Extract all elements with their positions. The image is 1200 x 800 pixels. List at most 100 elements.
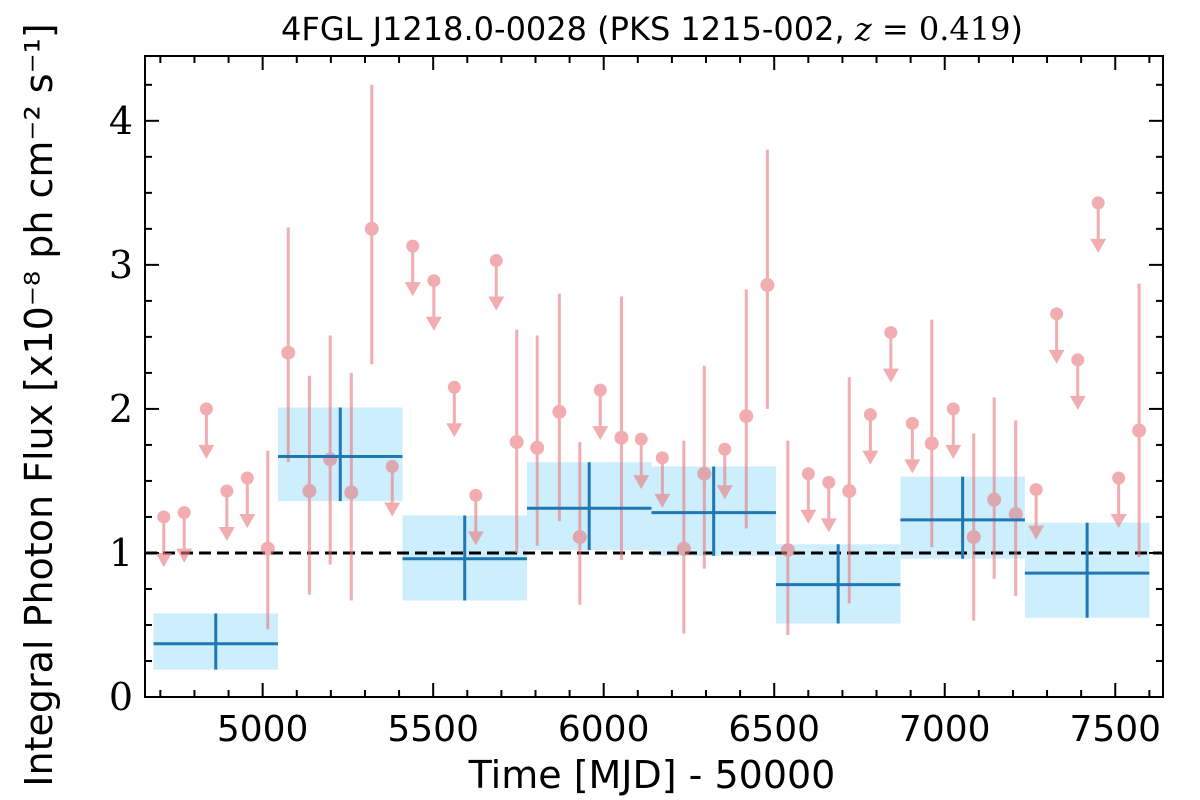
detection-point [344,485,359,500]
upper-limit-arrow [882,368,899,383]
plot-frame [144,55,1164,698]
upper-limit-point [1071,353,1085,367]
detection-point [530,440,545,455]
upper-limit-point [946,402,960,416]
upper-limit-arrow [404,282,421,297]
upper-limit-point [489,254,503,268]
upper-limit-point [1050,307,1064,321]
upper-limit [218,484,235,542]
detection [760,149,775,409]
detection-points [260,84,1147,636]
upper-limit-point [822,475,836,489]
detection [780,440,795,636]
detection [344,372,359,601]
upper-limit-arrow [1110,514,1127,529]
upper-limit-point [447,380,461,394]
detection [364,84,379,365]
detection-point [281,345,296,360]
upper-limit-arrow [800,509,817,524]
detection-point [572,530,587,545]
upper-limit [446,380,463,438]
upper-limit-arrow [904,459,921,474]
detection-point [364,221,379,236]
upper-limit-arrow [446,423,463,438]
upper-limit [1048,307,1065,364]
chart-title: 4FGL J1218.0-0028 (PKS 1215-002, z = 0.4… [281,10,1023,48]
x-axis-title: Time [MJD] - 50000 [468,753,836,797]
upper-limit-point [406,239,420,253]
upper-limit-point [1091,196,1105,210]
upper-limit-point [718,442,732,456]
upper-limit-arrow [654,493,671,508]
upper-limit [904,416,921,474]
upper-limit [882,326,899,383]
detection-point [842,484,857,499]
upper-limit-point [177,506,191,520]
upper-limit-point [634,432,648,446]
detection [676,440,691,634]
upper-limit [1110,471,1127,529]
detection [281,227,296,463]
upper-limit-point [427,274,441,288]
y-tick-label: 1 [109,531,133,575]
upper-limit-point [1029,483,1043,497]
upper-limit-arrow [820,518,837,533]
upper-limit-arrow [239,514,256,529]
upper-limit-arrow [716,485,733,500]
detection [697,365,712,569]
detection [572,442,587,605]
upper-limit [198,402,215,459]
upper-limit [239,471,256,529]
upper-limit-point [655,451,669,465]
upper-limit [1069,353,1086,410]
x-tick-label: 5000 [217,709,309,750]
detection-point [697,466,712,481]
upper-limit [654,451,671,508]
upper-limit-arrow [488,296,505,311]
bin-flux [1024,522,1150,618]
detection-point [509,435,524,450]
upper-limit [384,460,401,517]
upper-limit [862,408,879,465]
upper-limit [155,510,172,567]
upper-limit-arrow [1069,395,1086,410]
upper-limit-point [157,510,171,524]
x-tick-label: 5500 [387,709,479,750]
bin-flux [278,407,403,502]
upper-limit [716,442,733,500]
upper-limit [425,274,442,331]
y-tick-label: 3 [109,243,133,287]
upper-limit-point [385,460,399,474]
upper-limit-markers [155,196,1127,567]
axis-ticks [145,56,1163,698]
upper-limit-arrow [1048,349,1065,364]
y-tick-label: 0 [109,675,133,719]
upper-limit-arrow [155,552,172,567]
upper-limit [592,383,609,441]
detection [1008,420,1023,597]
axis-tick-labels: 5000 5500 6000 6500 7000 7500 0 1 2 3 4 [109,99,1161,750]
detection [966,433,981,621]
upper-limit-arrow [945,444,962,459]
detection-point [760,278,775,293]
bin-flux [526,462,652,551]
upper-limit-point [593,383,607,397]
upper-limit-arrow [176,548,193,563]
detection-point [302,484,317,499]
upper-limit-arrow [425,316,442,331]
detection [260,450,275,630]
upper-limit-arrow [633,475,650,490]
detection-point [552,404,567,419]
detection [552,293,567,522]
detection [987,397,1002,579]
upper-limit [1028,483,1045,540]
upper-limit-arrow [467,531,484,546]
x-tick-label: 7500 [1069,709,1161,750]
bin-flux [900,476,1025,559]
upper-limit-arrow [384,502,401,517]
bin-flux [153,613,279,670]
upper-limit-point [884,326,898,340]
upper-limit [633,432,650,490]
upper-limit-point [220,484,234,498]
